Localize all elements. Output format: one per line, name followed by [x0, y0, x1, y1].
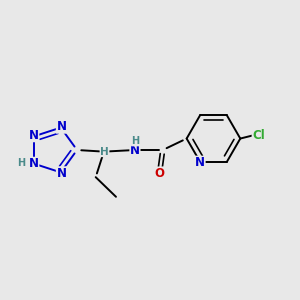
Text: N: N — [130, 143, 140, 157]
Text: H: H — [100, 147, 109, 157]
Text: H: H — [16, 158, 25, 168]
Text: N: N — [56, 120, 66, 133]
Text: N: N — [195, 156, 205, 169]
Text: N: N — [29, 157, 39, 170]
Text: Cl: Cl — [252, 129, 265, 142]
Text: N: N — [56, 167, 66, 180]
Text: O: O — [154, 167, 164, 180]
Text: H: H — [131, 136, 140, 146]
Text: N: N — [29, 129, 39, 142]
